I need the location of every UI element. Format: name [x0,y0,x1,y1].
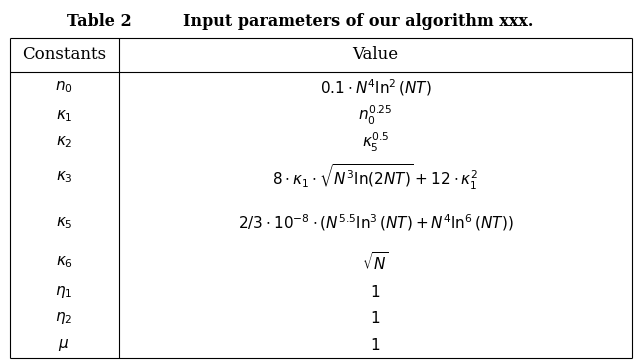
Text: $\kappa_5$: $\kappa_5$ [56,215,72,231]
Text: $8 \cdot \kappa_1 \cdot \sqrt{N^3\ln(2NT)} + 12 \cdot \kappa_1^2$: $8 \cdot \kappa_1 \cdot \sqrt{N^3\ln(2NT… [273,163,479,192]
Text: $\eta_2$: $\eta_2$ [56,310,73,327]
Text: $\eta_1$: $\eta_1$ [56,284,73,300]
Text: Table 2: Table 2 [67,13,132,30]
Text: Constants: Constants [22,46,106,63]
Text: $\mu$: $\mu$ [58,337,70,353]
Text: $\kappa_3$: $\kappa_3$ [56,170,72,185]
Text: $1$: $1$ [371,310,381,327]
Text: Value: Value [353,46,399,63]
Text: $0.1 \cdot N^4\ln^2(NT)$: $0.1 \cdot N^4\ln^2(NT)$ [319,77,431,98]
Text: $1$: $1$ [371,284,381,300]
Text: $\kappa_1$: $\kappa_1$ [56,108,72,123]
Text: $1$: $1$ [371,337,381,353]
Text: $\kappa_5^{0.5}$: $\kappa_5^{0.5}$ [362,131,389,154]
Text: $n_0^{0.25}$: $n_0^{0.25}$ [358,104,393,127]
Text: $2/3 \cdot 10^{-8} \cdot (N^{5.5}\ln^3(NT) + N^4\ln^6(NT))$: $2/3 \cdot 10^{-8} \cdot (N^{5.5}\ln^3(N… [237,212,513,233]
Text: $n_0$: $n_0$ [55,79,73,95]
Text: $\sqrt{N}$: $\sqrt{N}$ [362,251,388,273]
Text: Input parameters of our algorithm xxx.: Input parameters of our algorithm xxx. [183,13,534,30]
Text: $\kappa_2$: $\kappa_2$ [56,135,72,150]
Text: $\kappa_6$: $\kappa_6$ [56,255,73,270]
